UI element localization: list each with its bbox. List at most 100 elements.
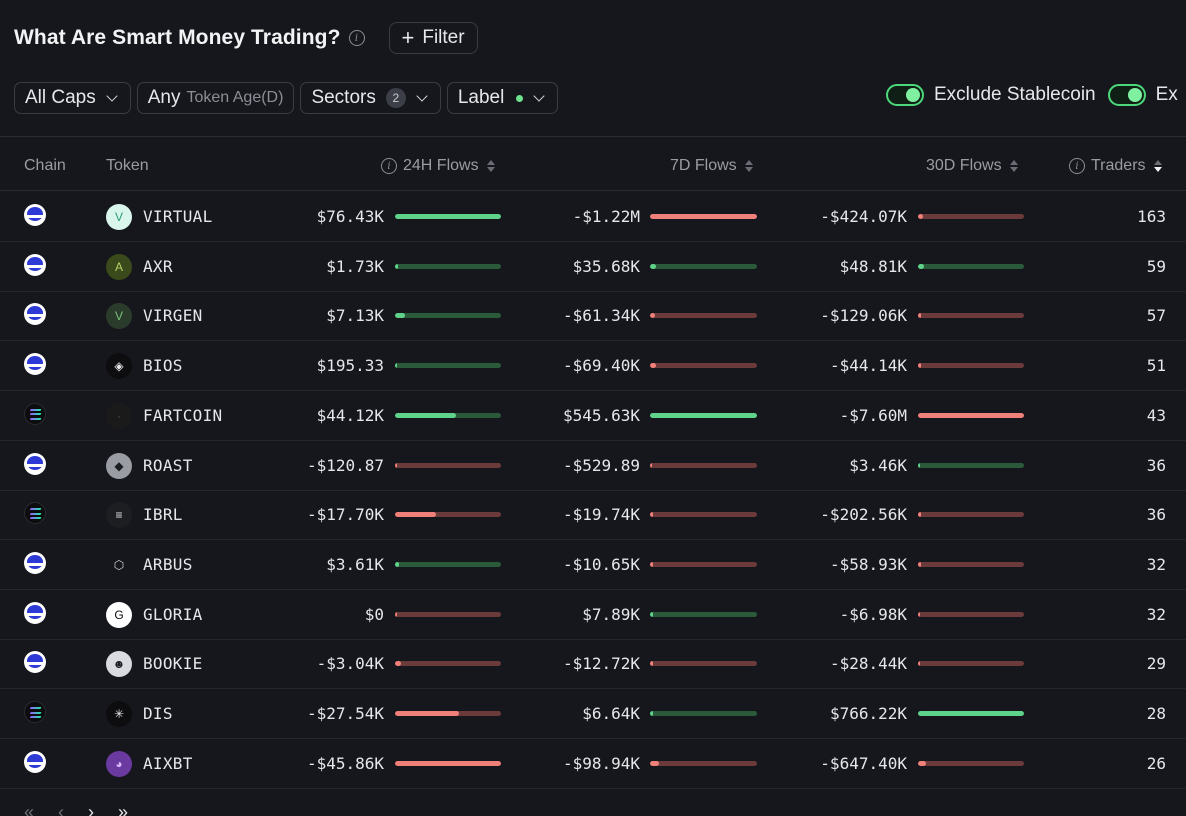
30d-flow-bar [918, 263, 1024, 269]
token-logo-icon: · [106, 402, 132, 429]
sort-icon[interactable] [1009, 160, 1018, 172]
7d-flow-bar [650, 760, 757, 766]
token-age-dropdown[interactable]: Any Token Age(D) [136, 82, 295, 114]
sort-icon[interactable] [744, 160, 753, 172]
token-name[interactable]: IBRL [143, 505, 183, 525]
page-title: What Are Smart Money Trading? [14, 26, 341, 49]
sort-desc-icon[interactable] [1153, 160, 1162, 172]
table-row[interactable]: ✳ DIS -$27.54K $6.64K $766.22K 28 [0, 689, 1186, 739]
30d-flow-bar-fill [918, 512, 921, 518]
24h-flow-value: -$27.54K [306, 704, 384, 723]
exclude-stablecoin-toggle[interactable] [886, 84, 924, 106]
filter-bar: All Caps Any Token Age(D) Sectors 2 Labe… [14, 82, 559, 114]
prev-page-icon[interactable]: ‹ [58, 802, 65, 816]
token-name[interactable]: VIRGEN [143, 306, 203, 326]
token-name[interactable]: VIRTUAL [143, 207, 213, 226]
table-row[interactable]: ◕ AIXBT -$45.86K -$98.94K -$647.40K 26 [0, 739, 1186, 789]
token-logo-icon: V [106, 303, 132, 330]
column-header-30d-flows[interactable]: 30D Flows [926, 157, 1018, 175]
token-name[interactable]: BOOKIE [143, 654, 203, 674]
table-row[interactable]: ⬡ ARBUS $3.61K -$10.65K -$58.93K 32 [0, 540, 1186, 590]
table-row[interactable]: · FARTCOIN $44.12K $545.63K -$7.60M 43 [0, 391, 1186, 441]
7d-flow-bar-fill [650, 661, 653, 667]
table-row[interactable]: ◈ BIOS $195.33 -$69.40K -$44.14K 51 [0, 341, 1186, 392]
token-name[interactable]: ROAST [143, 455, 193, 475]
column-header-traders[interactable]: i Traders [1069, 157, 1162, 175]
page-header: What Are Smart Money Trading? i + Filter [14, 22, 478, 54]
table-row[interactable]: ☻ BOOKIE -$3.04K -$12.72K -$28.44K 29 [0, 639, 1186, 690]
30d-flow-bar-fill [918, 363, 921, 369]
24h-flow-value: $195.33 [316, 356, 384, 376]
next-page-icon[interactable]: › [88, 802, 95, 816]
24h-flow-bar-fill [395, 561, 400, 567]
info-icon[interactable]: i [381, 158, 397, 174]
7d-flow-value: -$61.34K [562, 306, 640, 326]
token-logo-icon: ✳ [106, 701, 132, 727]
traders-count: 28 [1146, 704, 1166, 723]
pagination: « ‹ › » [24, 802, 128, 816]
24h-flow-value: -$17.70K [306, 505, 384, 525]
30d-flow-value: $3.46K [849, 455, 907, 475]
second-exclude-toggle[interactable] [1107, 84, 1146, 106]
24h-flow-bar [395, 214, 501, 219]
24h-flow-value: $1.73K [326, 256, 384, 276]
30d-flow-value: -$58.93K [829, 554, 907, 574]
30d-flow-value: -$647.40K [820, 753, 907, 773]
traders-count: 26 [1146, 753, 1166, 773]
30d-flow-bar-fill [918, 760, 927, 766]
chevron-down-icon [106, 90, 118, 102]
table-row[interactable]: A AXR $1.73K $35.68K $48.81K 59 [0, 242, 1186, 292]
sectors-dropdown[interactable]: Sectors 2 [300, 82, 441, 114]
token-name[interactable]: AXR [143, 256, 173, 276]
token-logo-icon: ◆ [106, 452, 132, 479]
info-icon[interactable]: i [348, 30, 365, 46]
column-header-24h-flows[interactable]: i 24H Flows [381, 157, 495, 175]
24h-flow-bar-fill [395, 412, 457, 418]
sort-icon[interactable] [486, 160, 495, 172]
table-row[interactable]: V VIRGEN $7.13K -$61.34K -$129.06K 57 [0, 291, 1186, 342]
caps-dropdown[interactable]: All Caps [14, 82, 131, 114]
info-icon[interactable]: i [1069, 158, 1085, 174]
30d-flow-value: -$28.44K [829, 654, 907, 674]
traders-count: 36 [1146, 505, 1166, 525]
second-exclude-label: Ex [1155, 84, 1178, 105]
first-page-icon[interactable]: « [24, 802, 35, 816]
column-header-chain-label: Chain [24, 157, 66, 174]
24h-flow-bar [395, 661, 501, 667]
7d-flow-bar-fill [650, 313, 656, 319]
table-row[interactable]: V VIRTUAL $76.43K -$1.22M -$424.07K 163 [0, 192, 1186, 242]
column-header-7d-flows[interactable]: 7D Flows [670, 157, 753, 175]
token-name[interactable]: ARBUS [143, 554, 193, 574]
filter-button[interactable]: + Filter [388, 22, 478, 54]
table-row[interactable]: ◆ ROAST -$120.87 -$529.89 $3.46K 36 [0, 441, 1186, 491]
traders-count: 59 [1146, 256, 1166, 276]
7d-flow-value: -$1.22M [572, 207, 640, 226]
30d-flow-bar-fill [918, 711, 1024, 716]
token-name[interactable]: DIS [143, 704, 173, 723]
base-chain-icon [24, 651, 46, 674]
token-name[interactable]: FARTCOIN [143, 405, 223, 425]
token-name[interactable]: BIOS [143, 356, 183, 376]
token-name[interactable]: AIXBT [143, 753, 193, 773]
table-row[interactable]: G GLORIA $0 $7.89K -$6.98K 32 [0, 590, 1186, 640]
solana-chain-icon [24, 402, 46, 425]
24h-flow-value: -$120.87 [306, 455, 384, 475]
base-chain-icon [24, 452, 46, 475]
7d-flow-bar-fill [650, 363, 657, 369]
column-header-chain: Chain [24, 157, 66, 175]
label-dropdown[interactable]: Label [446, 82, 559, 114]
table-row[interactable]: ≡ IBRL -$17.70K -$19.74K -$202.56K 36 [0, 490, 1186, 541]
30d-flow-value: -$7.60M [839, 405, 907, 425]
7d-flow-bar-fill [650, 512, 653, 518]
7d-flow-bar-fill [650, 711, 653, 716]
24h-flow-bar-fill [395, 760, 501, 766]
chevron-down-icon [416, 90, 428, 102]
column-header-token-label: Token [106, 157, 149, 174]
toggle-bar: Exclude Stablecoin Ex [886, 84, 1186, 106]
7d-flow-bar-fill [650, 561, 653, 567]
plus-icon: + [401, 25, 415, 50]
last-page-icon[interactable]: » [118, 802, 129, 816]
token-name[interactable]: GLORIA [143, 604, 203, 624]
30d-flow-bar [918, 412, 1024, 418]
7d-flow-value: -$69.40K [562, 356, 640, 376]
